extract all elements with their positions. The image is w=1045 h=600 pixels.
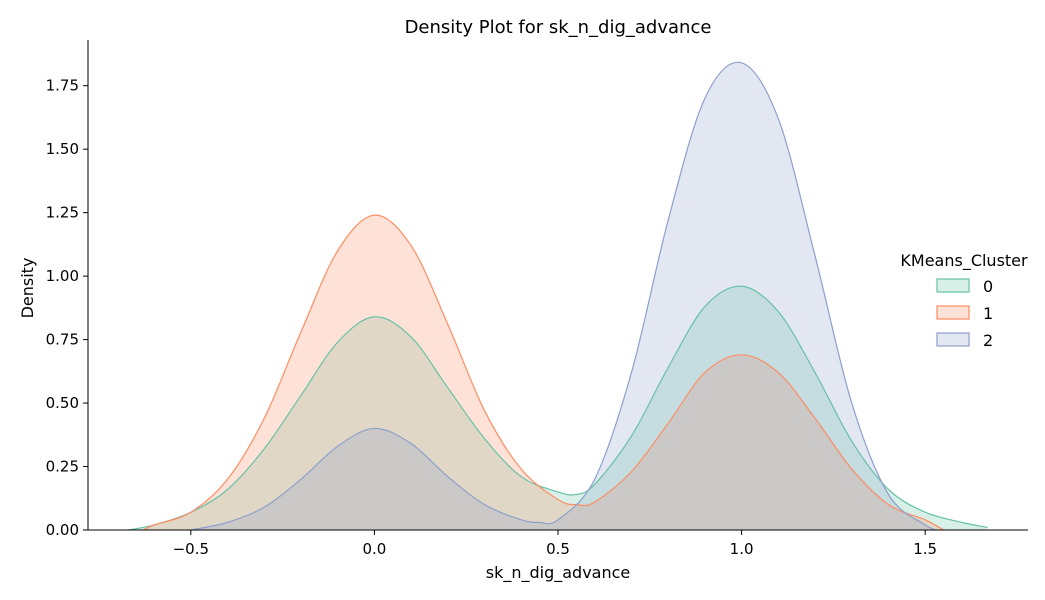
legend-swatch-cluster-1 xyxy=(936,305,970,320)
legend-label-cluster-1: 1 xyxy=(983,304,993,323)
y-tick-label: 1.25 xyxy=(46,204,79,222)
density-line-cluster-0 xyxy=(128,285,988,531)
legend-label-cluster-2: 2 xyxy=(983,331,993,350)
legend-label-cluster-0: 0 xyxy=(983,277,993,296)
legend-swatch-cluster-2 xyxy=(936,332,970,347)
x-tick-label: 1.0 xyxy=(730,540,754,558)
x-tick-label: 0.5 xyxy=(546,540,570,558)
x-tick-label: 0.0 xyxy=(362,540,386,558)
x-tick-label: −0.5 xyxy=(173,540,209,558)
legend: KMeans_Cluster 0 1 2 xyxy=(900,251,1028,350)
legend-items: 0 1 2 xyxy=(936,277,993,350)
density-lines xyxy=(128,61,988,531)
y-tick-label: 0.50 xyxy=(46,394,79,412)
y-tick-label: 1.75 xyxy=(46,77,79,95)
y-axis-label: Density xyxy=(18,258,37,319)
x-tick-label: 1.5 xyxy=(913,540,937,558)
legend-title: KMeans_Cluster xyxy=(900,251,1028,271)
density-area-cluster-1 xyxy=(143,215,944,530)
density-area-cluster-0 xyxy=(128,286,988,530)
y-tick-label: 1.00 xyxy=(46,267,79,285)
y-tick-label: 1.50 xyxy=(46,140,79,158)
density-line-cluster-1 xyxy=(142,214,944,531)
y-axis-ticks: 0.00 0.25 0.50 0.75 1.00 1.25 1.50 1.75 xyxy=(46,77,88,539)
density-areas xyxy=(128,62,988,531)
x-axis-label: sk_n_dig_advance xyxy=(486,563,631,583)
y-tick-label: 0.75 xyxy=(46,331,79,349)
density-line-cluster-2 xyxy=(190,61,937,531)
y-tick-label: 0.00 xyxy=(46,521,79,539)
density-area-cluster-2 xyxy=(190,62,937,531)
legend-swatch-cluster-0 xyxy=(936,278,970,293)
y-tick-label: 0.25 xyxy=(46,458,79,476)
chart-title: Density Plot for sk_n_dig_advance xyxy=(405,17,712,38)
x-axis-ticks: −0.5 0.0 0.5 1.0 1.5 xyxy=(173,530,937,558)
